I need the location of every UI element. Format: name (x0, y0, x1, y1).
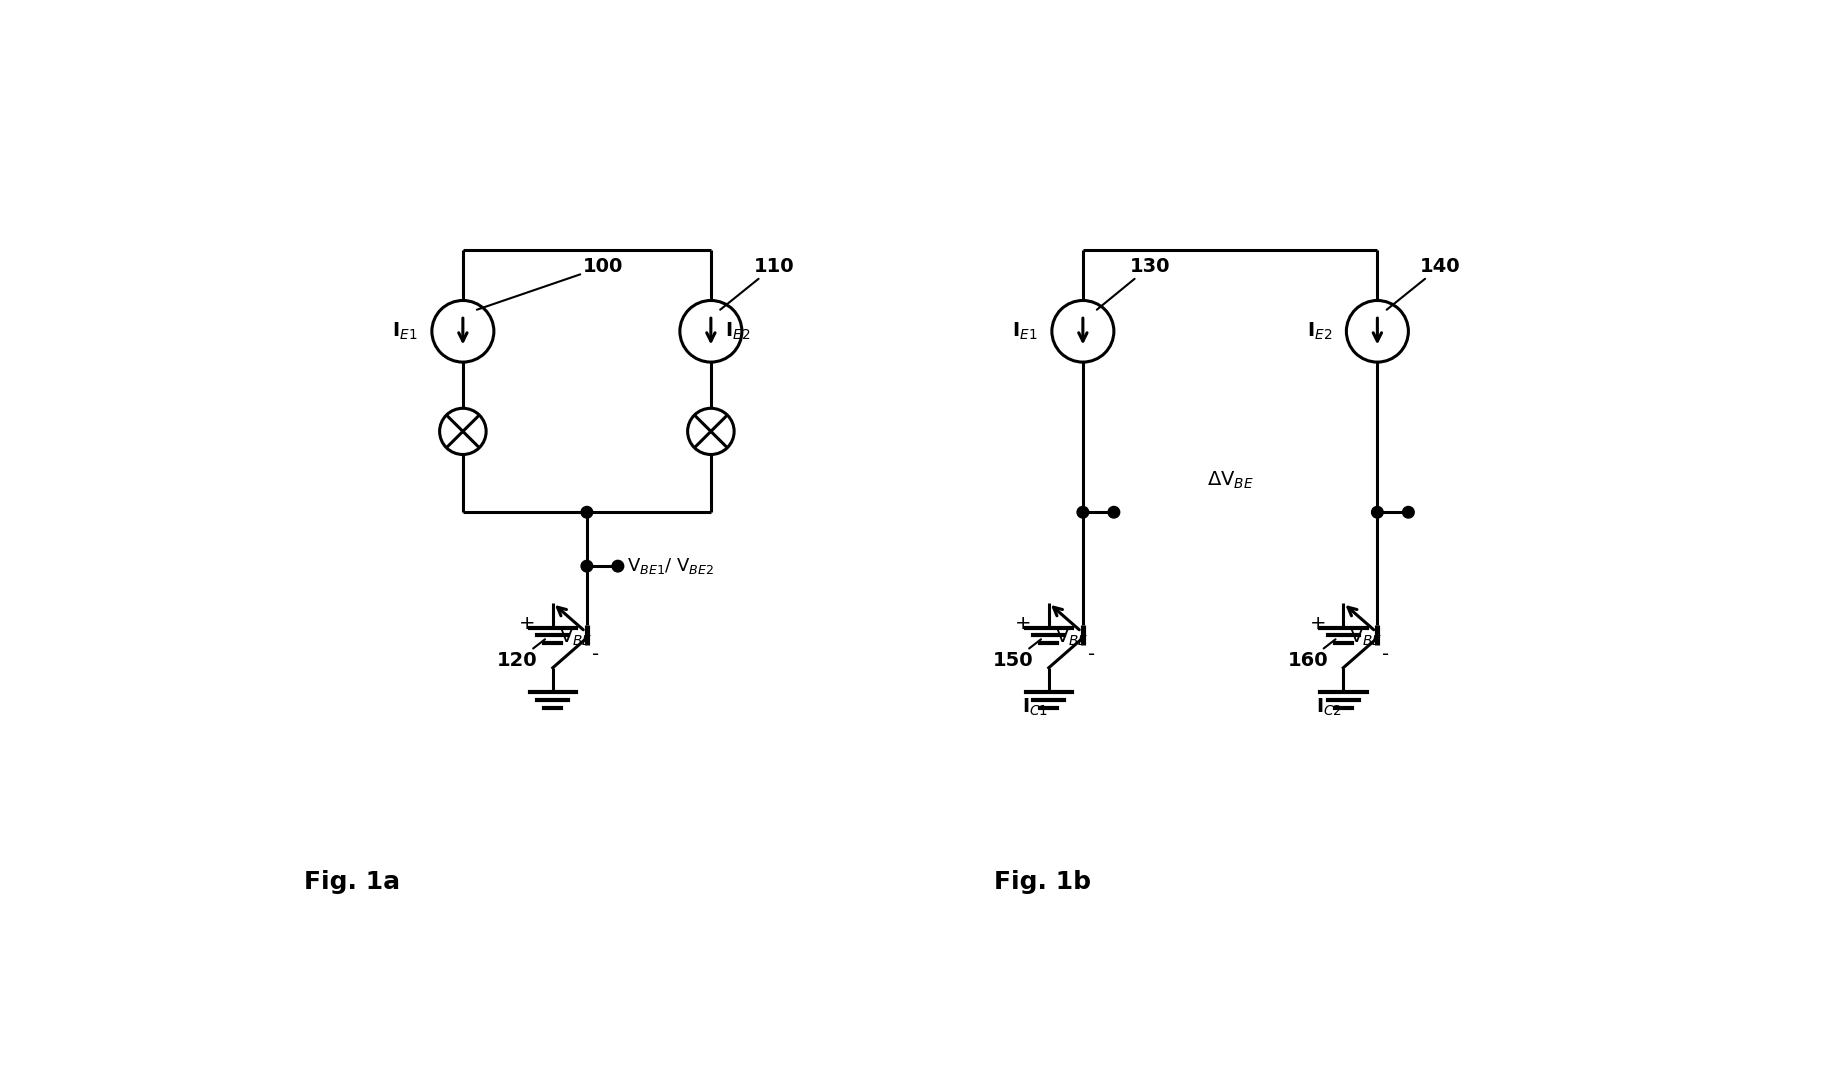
Text: Fig. 1a: Fig. 1a (304, 870, 400, 894)
Text: 130: 130 (1097, 257, 1170, 310)
Text: ΔV$_{BE}$: ΔV$_{BE}$ (1207, 469, 1253, 491)
Text: 100: 100 (477, 257, 623, 310)
Text: V$_{BE}$: V$_{BE}$ (558, 627, 592, 647)
Text: V$_{BE}$: V$_{BE}$ (1349, 627, 1382, 647)
Text: +: + (1310, 615, 1327, 633)
Text: -: - (592, 645, 599, 665)
Circle shape (581, 506, 593, 518)
Circle shape (1403, 506, 1414, 518)
Text: -: - (1382, 645, 1390, 665)
Text: I$_{E2}$: I$_{E2}$ (724, 320, 750, 342)
Text: I$_{C2}$: I$_{C2}$ (1316, 696, 1342, 718)
Circle shape (581, 560, 593, 572)
Text: 120: 120 (498, 640, 546, 670)
Text: V$_{BE1}$/ V$_{BE2}$: V$_{BE1}$/ V$_{BE2}$ (627, 556, 715, 577)
Circle shape (1371, 506, 1384, 518)
Text: 110: 110 (721, 257, 794, 310)
Text: Fig. 1b: Fig. 1b (993, 870, 1091, 894)
Circle shape (612, 560, 623, 572)
Text: I$_{E1}$: I$_{E1}$ (1012, 320, 1038, 342)
Text: +: + (520, 615, 536, 633)
Text: 140: 140 (1386, 257, 1461, 310)
Text: 150: 150 (993, 640, 1041, 670)
Text: -: - (1087, 645, 1095, 665)
Text: 160: 160 (1288, 640, 1336, 670)
Circle shape (1108, 506, 1121, 518)
Text: I$_{E2}$: I$_{E2}$ (1307, 320, 1332, 342)
Text: I$_{E1}$: I$_{E1}$ (393, 320, 418, 342)
Text: +: + (1015, 615, 1032, 633)
Text: I$_{C1}$: I$_{C1}$ (1021, 696, 1049, 718)
Text: V$_{BE}$: V$_{BE}$ (1054, 627, 1089, 647)
Circle shape (1076, 506, 1089, 518)
